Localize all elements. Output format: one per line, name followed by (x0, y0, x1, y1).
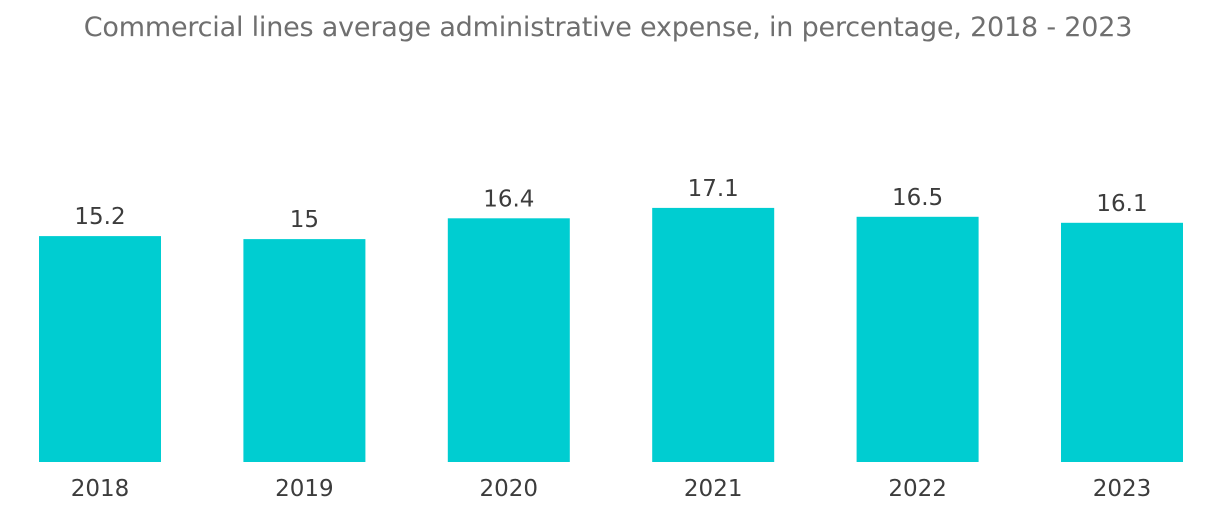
x-tick-2020: 2020 (480, 476, 539, 502)
x-tick-2021: 2021 (684, 476, 743, 502)
bar-2021 (652, 207, 775, 462)
value-labels-group: 15.2 15 16.4 17.1 16.5 16.1 (74, 176, 1147, 233)
bars-group (39, 207, 1183, 462)
value-label-2023: 16.1 (1096, 191, 1147, 217)
value-label-2022: 16.5 (892, 185, 943, 211)
chart-title: Commercial lines average administrative … (83, 12, 1133, 43)
x-axis-ticks-group: 2018 2019 2020 2021 2022 2023 (71, 476, 1152, 502)
x-tick-2019: 2019 (275, 476, 334, 502)
value-label-2021: 17.1 (688, 176, 739, 202)
bar-2022 (856, 216, 979, 462)
x-tick-2023: 2023 (1093, 476, 1152, 502)
value-label-2019: 15 (290, 207, 319, 233)
bar-2023 (1061, 222, 1183, 462)
bar-2018 (39, 236, 161, 462)
value-label-2018: 15.2 (74, 204, 125, 230)
value-label-2020: 16.4 (483, 186, 534, 212)
bar-2020 (447, 218, 570, 462)
x-tick-2022: 2022 (888, 476, 947, 502)
x-tick-2018: 2018 (71, 476, 130, 502)
bar-2019 (243, 239, 366, 462)
